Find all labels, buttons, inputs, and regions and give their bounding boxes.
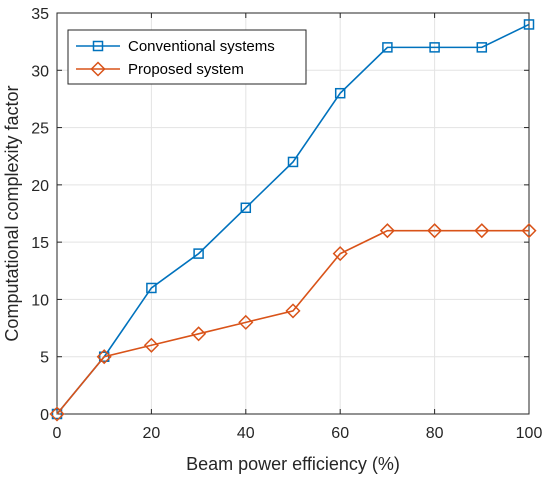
data-point xyxy=(238,314,254,330)
data-point xyxy=(146,282,157,294)
x-axis-title: Beam power efficiency (%) xyxy=(186,454,400,474)
legend-label: Conventional systems xyxy=(128,38,275,55)
y-tick-label: 35 xyxy=(31,6,49,23)
y-tick-label: 25 xyxy=(31,121,49,138)
legend-marker xyxy=(90,61,106,77)
y-axis-title: Computational complexity factor xyxy=(2,85,22,341)
series-group xyxy=(49,19,537,422)
x-tick-label: 60 xyxy=(331,425,349,442)
data-point xyxy=(332,246,348,262)
data-point xyxy=(382,42,393,53)
data-point xyxy=(287,156,299,168)
y-tick-label: 15 xyxy=(31,235,49,252)
data-point xyxy=(334,87,346,99)
legend: Conventional systems Proposed system xyxy=(67,29,307,85)
data-point xyxy=(427,223,443,239)
plot-frame xyxy=(56,12,530,415)
data-point xyxy=(240,202,252,214)
series-1 xyxy=(51,19,535,420)
data-point xyxy=(429,42,440,53)
data-point xyxy=(474,223,490,239)
x-tick-label: 100 xyxy=(516,425,543,442)
x-tick-label: 20 xyxy=(143,425,161,442)
y-tick-label: 20 xyxy=(31,178,49,195)
x-tick-label: 80 xyxy=(426,425,444,442)
data-point xyxy=(379,223,395,239)
data-point xyxy=(143,337,159,353)
legend-box xyxy=(67,29,307,85)
data-point xyxy=(191,326,207,342)
data-point xyxy=(476,42,488,53)
data-point xyxy=(96,349,112,365)
data-point xyxy=(98,351,110,362)
x-tick-label: 0 xyxy=(53,425,62,442)
data-point xyxy=(523,19,535,30)
data-point xyxy=(51,408,63,420)
y-tick-label: 30 xyxy=(31,63,49,80)
x-tick-label: 40 xyxy=(237,425,255,442)
data-point xyxy=(285,303,301,319)
data-point xyxy=(49,406,65,422)
series-line xyxy=(56,229,529,415)
y-tick-label: 5 xyxy=(40,350,49,367)
axis-ticks: 0 20 40 60 80 100 0 5 10 15 20 25 30 35 xyxy=(31,6,542,442)
legend-label: Proposed system xyxy=(128,61,244,78)
data-point xyxy=(521,223,537,239)
series-line xyxy=(56,23,530,415)
y-tick-label: 0 xyxy=(40,407,49,424)
legend-marker xyxy=(92,40,104,52)
data-point xyxy=(193,248,204,259)
y-tick-label: 10 xyxy=(31,292,49,309)
series-2 xyxy=(49,223,537,422)
